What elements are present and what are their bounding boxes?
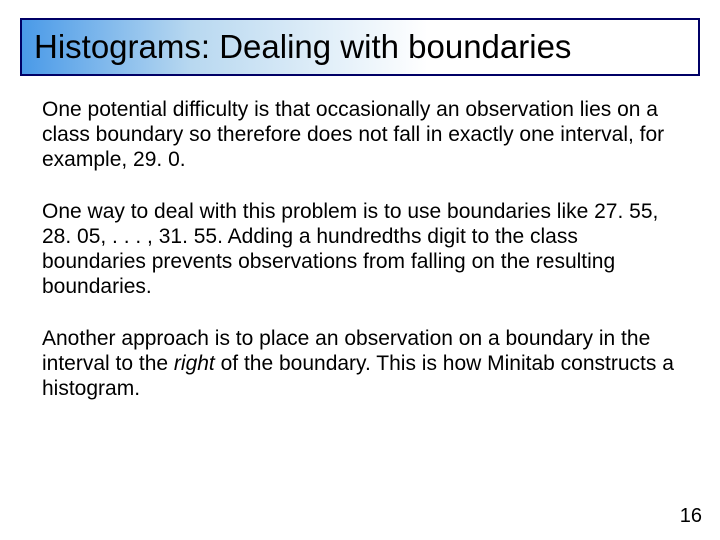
paragraph-1: One potential difficulty is that occasio…: [42, 98, 682, 172]
paragraph-3: Another approach is to place an observat…: [42, 327, 682, 401]
slide-title: Histograms: Dealing with boundaries: [34, 28, 571, 66]
paragraph-3-italic: right: [174, 352, 215, 375]
paragraph-2: One way to deal with this problem is to …: [42, 200, 682, 299]
content-area: One potential difficulty is that occasio…: [42, 98, 682, 430]
page-number: 16: [680, 505, 702, 528]
title-container: Histograms: Dealing with boundaries: [20, 18, 700, 76]
